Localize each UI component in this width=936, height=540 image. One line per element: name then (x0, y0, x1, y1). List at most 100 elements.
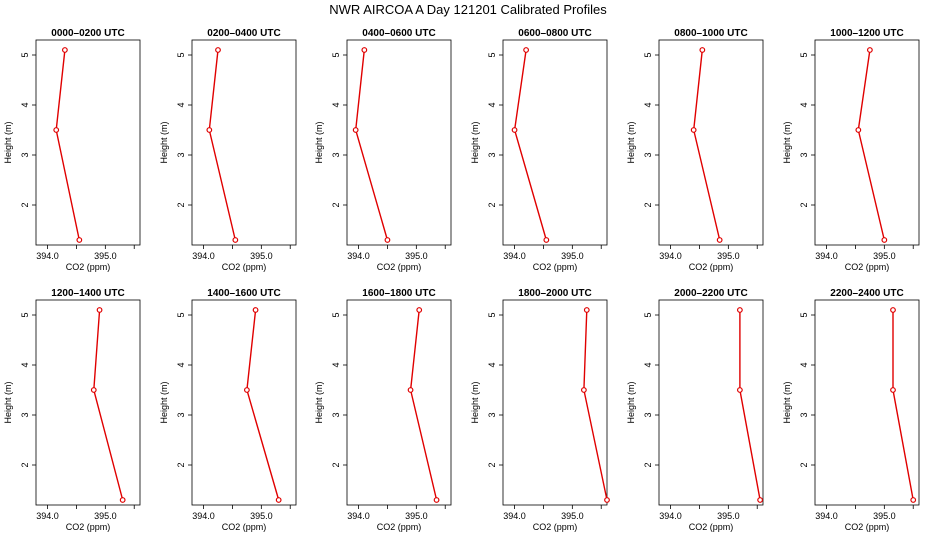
x-axis-label: CO2 (ppm) (845, 522, 890, 532)
x-tick-label: 394.0 (192, 511, 215, 521)
y-tick-label: 4 (20, 362, 30, 367)
y-tick-label: 3 (20, 412, 30, 417)
panels: 0000–0200 UTC 394.0 395.0 2 3 4 5 CO2 (ppm) Heig… (3, 28, 920, 532)
data-point (416, 307, 423, 313)
y-tick-label: 5 (643, 312, 653, 317)
x-axis-label: CO2 (ppm) (845, 262, 890, 272)
y-tick-label: 3 (20, 152, 30, 157)
y-axis-label: Height (m) (159, 381, 169, 423)
data-point (53, 127, 60, 133)
y-tick-label: 3 (799, 412, 809, 417)
y-axis-label: Height (m) (314, 121, 324, 163)
panel-title: 2000–2200 UTC (674, 288, 747, 299)
x-axis-label: CO2 (ppm) (689, 522, 734, 532)
y-axis-label: Height (m) (782, 381, 792, 423)
y-tick-label: 5 (20, 312, 30, 317)
chart-panel: 1000–1200 UTC 394.0 395.0 2 3 4 5 CO2 (ppm) Heig… (782, 28, 920, 272)
y-tick-label: 4 (799, 362, 809, 367)
y-tick-label: 2 (331, 202, 341, 207)
y-tick-label: 2 (487, 202, 497, 207)
data-point (384, 237, 391, 243)
y-tick-label: 2 (643, 462, 653, 467)
y-tick-label: 2 (643, 202, 653, 207)
y-axis-label: Height (m) (314, 381, 324, 423)
panel-title: 1000–1200 UTC (830, 28, 903, 39)
y-tick-label: 4 (331, 102, 341, 107)
data-point (275, 497, 282, 503)
data-point (716, 237, 723, 243)
data-point (523, 47, 530, 53)
x-axis-label: CO2 (ppm) (66, 522, 111, 532)
x-tick-label: 394.0 (659, 251, 682, 261)
y-tick-label: 5 (176, 52, 186, 57)
x-tick-label: 394.0 (36, 511, 59, 521)
data-point (407, 387, 414, 393)
data-point (604, 497, 610, 503)
y-tick-label: 4 (176, 102, 186, 107)
data-point (243, 387, 250, 393)
chart-panel: 1200–1400 UTC 394.0 395.0 2 3 4 5 CO2 (ppm) Heig… (3, 288, 141, 532)
plot-frame (346, 39, 452, 246)
x-tick-label: 395.0 (717, 251, 740, 261)
y-tick-label: 4 (799, 102, 809, 107)
plot-frame (658, 39, 764, 246)
plot-frame (346, 299, 452, 506)
plot-frame (35, 39, 141, 246)
x-tick-label: 394.0 (815, 511, 838, 521)
x-axis-label: CO2 (ppm) (689, 262, 734, 272)
y-axis-label: Height (m) (626, 121, 636, 163)
y-tick-label: 2 (176, 202, 186, 207)
x-tick-label: 395.0 (94, 511, 117, 521)
data-point (866, 47, 873, 53)
data-point (736, 307, 743, 313)
x-tick-label: 395.0 (561, 251, 584, 261)
chart-panel: 0200–0400 UTC 394.0 395.0 2 3 4 5 CO2 (ppm) Heig… (159, 28, 297, 272)
data-point (352, 127, 359, 133)
y-tick-label: 4 (20, 102, 30, 107)
panel-title: 0600–0800 UTC (518, 28, 591, 39)
x-axis-label: CO2 (ppm) (533, 262, 578, 272)
data-point (119, 497, 126, 503)
y-tick-label: 2 (799, 202, 809, 207)
data-point (433, 497, 440, 503)
y-tick-label: 4 (176, 362, 186, 367)
panel-title: 1400–1600 UTC (207, 288, 280, 299)
y-tick-label: 2 (799, 462, 809, 467)
plot-frame (502, 39, 608, 246)
y-tick-label: 4 (487, 102, 497, 107)
y-tick-label: 3 (643, 412, 653, 417)
data-point (511, 127, 518, 133)
x-tick-label: 395.0 (250, 511, 273, 521)
chart-panel: 0600–0800 UTC 394.0 395.0 2 3 4 5 CO2 (ppm) Heig… (470, 28, 608, 272)
x-tick-label: 395.0 (717, 511, 740, 521)
y-tick-label: 5 (643, 52, 653, 57)
chart-panel: 1800–2000 UTC 394.0 395.0 2 3 4 5 CO2 (ppm) Heig… (470, 288, 610, 532)
x-tick-label: 395.0 (873, 511, 896, 521)
data-point (96, 307, 103, 313)
y-tick-label: 2 (20, 202, 30, 207)
data-point (890, 387, 896, 393)
data-point (61, 47, 68, 53)
y-tick-label: 4 (331, 362, 341, 367)
y-tick-label: 5 (799, 52, 809, 57)
y-tick-label: 2 (487, 462, 497, 467)
x-axis-label: CO2 (ppm) (377, 522, 422, 532)
y-tick-label: 2 (176, 462, 186, 467)
x-tick-label: 394.0 (659, 511, 682, 521)
x-axis-label: CO2 (ppm) (66, 262, 111, 272)
data-point (215, 47, 221, 53)
y-tick-label: 3 (176, 152, 186, 157)
y-tick-label: 3 (176, 412, 186, 417)
chart-panel: 2000–2200 UTC 394.0 395.0 2 3 4 5 CO2 (ppm) Heig… (626, 288, 764, 532)
y-tick-label: 5 (331, 312, 341, 317)
data-point (583, 307, 590, 313)
y-tick-label: 3 (799, 152, 809, 157)
y-axis-label: Height (m) (782, 121, 792, 163)
x-tick-label: 394.0 (815, 251, 838, 261)
y-tick-label: 4 (643, 102, 653, 107)
panel-title: 1200–1400 UTC (51, 288, 124, 299)
panel-title: 0000–0200 UTC (51, 28, 124, 39)
figure-title: NWR AIRCOA A Day 121201 Calibrated Profi… (329, 2, 607, 17)
y-tick-label: 2 (20, 462, 30, 467)
